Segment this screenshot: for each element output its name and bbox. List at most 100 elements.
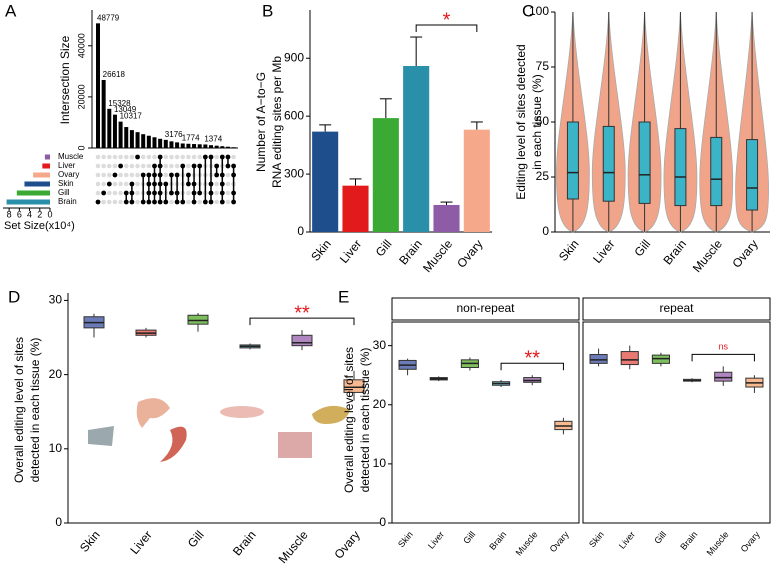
y-tick-label: 30 <box>373 338 387 352</box>
matrix-dot-empty <box>123 154 129 160</box>
matrix-dot-empty <box>112 154 118 160</box>
box <box>674 128 687 207</box>
matrix-dot-empty <box>112 163 118 169</box>
matrix-dot <box>129 190 135 196</box>
bar <box>141 134 146 148</box>
matrix-dot <box>191 199 197 205</box>
y-axis-label: Editing level of sites detected <box>514 44 528 199</box>
matrix-dot-empty <box>197 154 202 160</box>
y-tick-label: 0 <box>542 224 549 238</box>
y-axis-label: Intersection Size <box>58 35 72 124</box>
bar <box>403 65 430 232</box>
liver-icon <box>136 398 170 428</box>
bar <box>129 130 134 148</box>
matrix-dot <box>157 154 163 160</box>
matrix-dot-empty <box>191 154 197 160</box>
y-tick-label: 0 <box>379 515 386 529</box>
y-tick-label: 30 <box>49 293 63 307</box>
matrix-dot-empty <box>107 190 112 196</box>
y-axis-label: detected in each tissue (%) <box>358 348 372 493</box>
matrix-dot-empty <box>146 163 152 169</box>
matrix-dot-empty <box>107 172 112 178</box>
matrix-dot-empty <box>169 154 174 160</box>
x-tick-label: Skin <box>77 528 103 555</box>
bar <box>463 129 490 232</box>
matrix-dot <box>231 190 237 196</box>
matrix-dot-empty <box>214 181 219 187</box>
panel-label: E <box>338 287 349 306</box>
set-tick-label: 8 <box>7 209 12 219</box>
y-axis-label: RNA editing sites per Mb <box>270 56 284 188</box>
matrix-dot-empty <box>214 154 219 160</box>
matrix-dot-empty <box>214 199 219 205</box>
matrix-dot <box>152 172 157 178</box>
matrix-dot <box>202 154 208 160</box>
significance-label: ns <box>718 342 728 352</box>
matrix-dot <box>231 172 237 178</box>
matrix-dot <box>191 163 197 169</box>
matrix-dot-empty <box>118 172 123 178</box>
matrix-dot-empty <box>123 163 129 169</box>
matrix-dot-empty <box>101 181 106 187</box>
significance-label: ** <box>294 302 310 324</box>
set-size-bar <box>44 154 50 160</box>
matrix-dot-empty <box>186 199 191 205</box>
bar <box>175 142 180 148</box>
matrix-dot-empty <box>95 190 101 196</box>
panel-label: A <box>5 1 17 20</box>
bar <box>372 118 399 232</box>
bar <box>433 204 460 232</box>
matrix-dot-empty <box>123 172 129 178</box>
bar <box>96 23 100 148</box>
matrix-dot <box>157 181 163 187</box>
matrix-dot <box>146 190 152 196</box>
matrix-dot <box>140 172 146 178</box>
matrix-dot-empty <box>118 181 123 187</box>
set-size-bar <box>24 181 50 187</box>
bar <box>135 132 140 148</box>
matrix-dot <box>123 190 129 196</box>
x-tick-label: Liver <box>617 529 637 550</box>
box <box>620 351 639 366</box>
matrix-dot <box>152 199 157 205</box>
matrix-dot <box>163 199 169 205</box>
x-tick-label: Skin <box>308 237 334 264</box>
y-axis-label: detected in each tissue (%) <box>28 338 42 483</box>
matrix-dot <box>140 199 146 205</box>
y-tick-label: 10 <box>373 456 387 470</box>
set-tick-label: 6 <box>17 209 22 219</box>
value-label: 1374 <box>204 135 222 144</box>
set-label: Gill <box>58 188 70 197</box>
matrix-dot <box>214 172 220 178</box>
matrix-dot-empty <box>214 190 219 196</box>
matrix-dot <box>163 181 169 187</box>
matrix-dot <box>231 163 237 169</box>
matrix-dot-empty <box>163 172 169 178</box>
x-tick-label: Muscle <box>276 528 311 566</box>
matrix-dot <box>225 154 231 160</box>
y-tick-label: 25 <box>536 169 550 183</box>
matrix-dot-empty <box>135 199 140 205</box>
matrix-dot <box>152 190 157 196</box>
bar <box>203 144 208 148</box>
matrix-dot <box>157 190 163 196</box>
matrix-dot-empty <box>95 172 101 178</box>
matrix-dot-empty <box>101 172 106 178</box>
matrix-dot <box>106 181 112 187</box>
bar <box>118 121 123 148</box>
matrix-dot <box>191 190 197 196</box>
matrix-dot-empty <box>146 154 152 160</box>
y-tick-label: 20 <box>49 367 63 381</box>
set-label: Ovary <box>58 170 79 179</box>
x-tick-label: Ovary <box>454 237 485 271</box>
set-label: Brain <box>58 197 77 206</box>
matrix-dot-empty <box>101 199 106 205</box>
matrix-dot-empty <box>112 199 118 205</box>
matrix-dot <box>174 190 180 196</box>
x-tick-label: Brain <box>230 528 259 558</box>
y-tick-label: 50 <box>536 114 550 128</box>
x-tick-label: Brain <box>660 237 689 267</box>
matrix-dot-empty <box>129 163 135 169</box>
matrix-dot <box>208 154 214 160</box>
matrix-dot-empty <box>112 181 118 187</box>
